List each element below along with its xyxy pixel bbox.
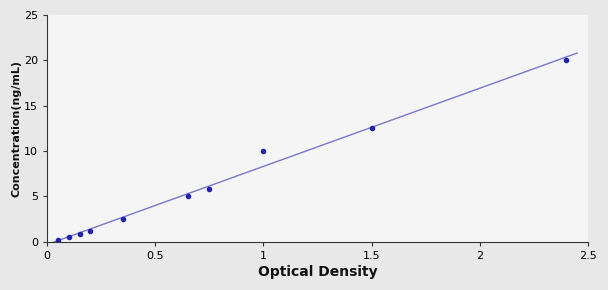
Point [367,126,376,131]
Point [118,217,128,221]
Point [562,58,572,63]
Point [86,229,95,233]
X-axis label: Optical Density: Optical Density [258,265,378,279]
Y-axis label: Concentration(ng/mL): Concentration(ng/mL) [11,60,21,197]
Point [75,232,85,237]
Point [53,238,63,242]
Point [204,187,214,191]
Point [183,194,193,199]
Point [64,235,74,240]
Point [258,149,268,153]
